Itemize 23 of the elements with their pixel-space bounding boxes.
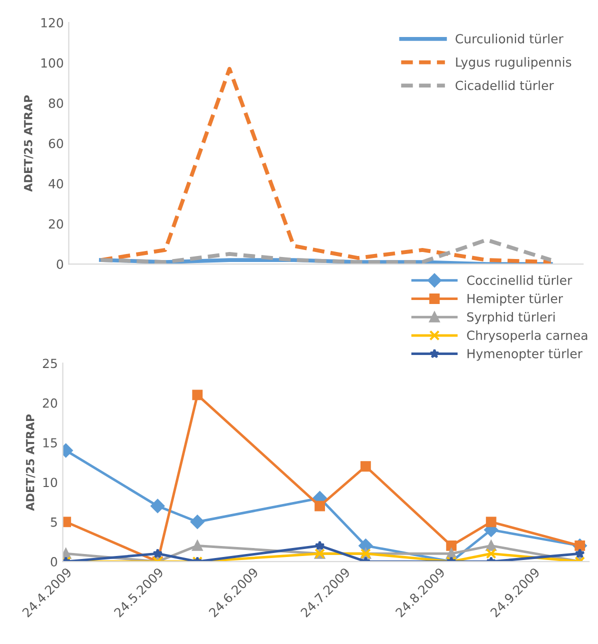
- y-tick-label: 20: [48, 219, 64, 229]
- y-tick-label: 20: [42, 398, 58, 408]
- y-tick-label: 100: [41, 58, 64, 68]
- y-tick-label: 120: [41, 18, 64, 28]
- y-tick-label: 10: [43, 478, 58, 488]
- legend-label: Coccinellid türler: [467, 275, 572, 285]
- y-tick-label: 0: [56, 260, 64, 269]
- y-axis-title: ADET/25 ATRAP: [26, 414, 36, 511]
- legend-label: Curculionid türler: [456, 34, 564, 44]
- y-tick-label: 60: [48, 138, 64, 148]
- legend-label: Hemipter türler: [468, 294, 563, 306]
- y-tick-label: 80: [48, 98, 64, 108]
- y-tick-label: 0: [50, 557, 58, 566]
- legend-label: Chrysoperla carnea: [467, 330, 588, 342]
- legend-label: Syrphid türleri: [467, 312, 555, 324]
- legend-label: Lygus rugulipennis: [456, 57, 572, 70]
- legend-label: Hymenopter türler: [468, 348, 582, 361]
- y-tick-label: 40: [48, 179, 64, 188]
- y-tick-label: 15: [43, 438, 57, 448]
- legend-label: Cicadellid türler: [456, 80, 554, 90]
- y-tick-label: 5: [50, 518, 57, 527]
- y-axis-title: ADET/25 ATRAP: [24, 95, 34, 192]
- y-tick-label: 25: [42, 358, 57, 368]
